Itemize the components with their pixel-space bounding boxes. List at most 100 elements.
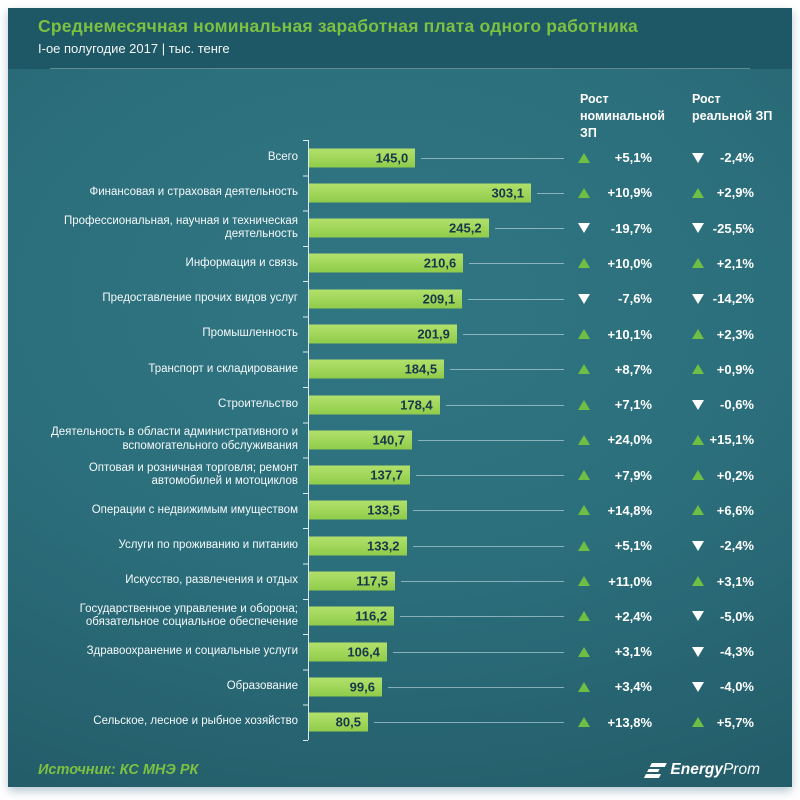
bar-value-label: 116,2 (355, 608, 388, 624)
bar-track: 117,5 (309, 563, 567, 598)
real-growth-value: -14,2% (712, 291, 754, 307)
category-label: Всего (267, 150, 298, 163)
nominal-growth-value: -7,6% (618, 291, 652, 307)
category-label: Профессиональная, научная и техническая … (63, 214, 298, 241)
real-growth-cell: -2,4% (692, 150, 754, 165)
bar: 116,2 (309, 606, 395, 626)
leader-line (421, 157, 564, 159)
nominal-growth-cell: +5,1% (578, 538, 652, 553)
real-growth-cell: +15,1% (692, 432, 754, 447)
energyprom-wordmark: EnergyProm (670, 761, 760, 779)
table-row: Строительство 178,4 +7,1% -0,6% (8, 387, 792, 422)
nominal-growth-cell: +11,0% (578, 574, 652, 589)
real-growth-triangle-icon (692, 540, 704, 551)
table-row: Государственное управление и оборона; об… (8, 599, 792, 634)
table-row: Здравоохранение и социальные услуги 106,… (8, 634, 792, 669)
real-growth-cell: +3,1% (692, 574, 754, 589)
table-row: Финансовая и страховая деятельность 303,… (8, 175, 792, 210)
nominal-growth-triangle-icon (578, 434, 590, 445)
bar: 80,5 (309, 712, 368, 732)
bar-track: 99,6 (309, 669, 567, 704)
real-growth-value: +2,9% (716, 185, 754, 201)
nominal-growth-cell: -19,7% (578, 221, 652, 236)
bar-track: 210,6 (309, 246, 567, 281)
bar: 140,7 (309, 430, 413, 450)
leader-line (462, 334, 564, 336)
real-growth-cell: +2,9% (692, 185, 754, 200)
category-label: Оптовая и розничная торговля; ремонт авт… (88, 461, 298, 488)
real-growth-value: +2,1% (716, 255, 754, 271)
real-growth-cell: -4,3% (692, 644, 754, 659)
real-growth-value: -4,3% (720, 644, 754, 660)
real-growth-cell: -5,0% (692, 609, 754, 624)
bar-track: 133,5 (309, 493, 567, 528)
real-growth-cell: +6,6% (692, 503, 754, 518)
nominal-growth-value: +24,0% (607, 432, 652, 448)
real-growth-cell: +2,3% (692, 327, 754, 342)
bar-value-label: 303,1 (491, 185, 524, 201)
leader-line (412, 510, 564, 512)
nominal-growth-triangle-icon (578, 258, 590, 269)
category-label: Транспорт и складирование (148, 362, 298, 375)
bar-track: 137,7 (309, 458, 567, 493)
leader-line (418, 439, 564, 441)
bar-track: 303,1 (309, 175, 567, 210)
real-growth-triangle-icon (692, 399, 704, 410)
logo-text-light: Prom (722, 761, 760, 778)
nominal-growth-triangle-icon (578, 611, 590, 622)
nominal-growth-triangle-icon (578, 329, 590, 340)
table-row: Оптовая и розничная торговля; ремонт авт… (8, 458, 792, 493)
footer: Источник: КС МНЭ РК EnergyProm (38, 761, 760, 779)
category-label: Финансовая и страховая деятельность (89, 186, 298, 199)
bar-value-label: 80,5 (335, 714, 361, 730)
nominal-growth-value: +5,1% (614, 150, 652, 166)
bar-value-label: 245,2 (449, 220, 482, 236)
bar-value-label: 133,5 (367, 502, 400, 518)
bar-value-label: 145,0 (375, 150, 409, 166)
bar: 106,4 (309, 642, 387, 662)
nominal-growth-value: +13,8% (607, 714, 652, 730)
bar-track: 133,2 (309, 528, 567, 563)
category-label: Государственное управление и оборона; об… (79, 602, 298, 629)
bar-value-label: 140,7 (372, 432, 406, 448)
real-growth-triangle-icon (692, 646, 704, 657)
chart-title: Среднемесячная номинальная заработная пл… (38, 16, 638, 36)
leader-line (387, 686, 564, 688)
bar: 145,0 (309, 148, 416, 168)
bar-track: 178,4 (309, 387, 567, 422)
leader-line (415, 475, 564, 477)
leader-line (401, 581, 564, 583)
real-growth-triangle-icon (692, 364, 704, 375)
real-growth-value: -4,0% (720, 679, 754, 695)
category-label: Деятельность в области административного… (51, 426, 298, 452)
real-growth-value: +2,3% (716, 326, 754, 342)
bar-track: 106,4 (309, 634, 567, 669)
real-growth-cell: -2,4% (692, 538, 754, 553)
real-growth-triangle-icon (692, 293, 704, 304)
nominal-growth-triangle-icon (578, 470, 590, 481)
nominal-growth-cell: +13,8% (578, 715, 652, 730)
category-label: Сельское, лесное и рыбное хозяйство (93, 715, 298, 728)
category-label: Услуги по проживанию и питанию (118, 538, 298, 551)
real-growth-value: +5,7% (716, 714, 754, 730)
bar-track: 140,7 (309, 422, 567, 457)
nominal-growth-triangle-icon (578, 293, 590, 304)
bar-value-label: 178,4 (400, 397, 433, 413)
table-row: Услуги по проживанию и питанию 133,2 +5,… (8, 528, 792, 563)
bar-track: 201,9 (309, 316, 567, 351)
category-label: Информация и связь (185, 256, 298, 269)
nominal-growth-cell: +8,7% (578, 362, 652, 377)
real-growth-triangle-icon (692, 576, 704, 587)
source-note: Источник: КС МНЭ РК (38, 762, 199, 778)
nominal-growth-cell: +5,1% (578, 150, 652, 165)
table-row: Операции с недвижимым имуществом 133,5 +… (8, 493, 792, 528)
bar: 178,4 (309, 395, 440, 415)
real-growth-value: +0,9% (716, 361, 754, 377)
category-label: Здравоохранение и социальные услуги (86, 644, 298, 657)
real-growth-cell: -0,6% (692, 397, 754, 412)
chart-area: Рост номинальной ЗП Рост реальной ЗП Все… (8, 69, 792, 787)
nominal-growth-triangle-icon (578, 399, 590, 410)
nominal-growth-cell: -7,6% (578, 291, 652, 306)
bar: 133,2 (309, 536, 407, 556)
real-growth-value: -2,4% (720, 150, 754, 166)
